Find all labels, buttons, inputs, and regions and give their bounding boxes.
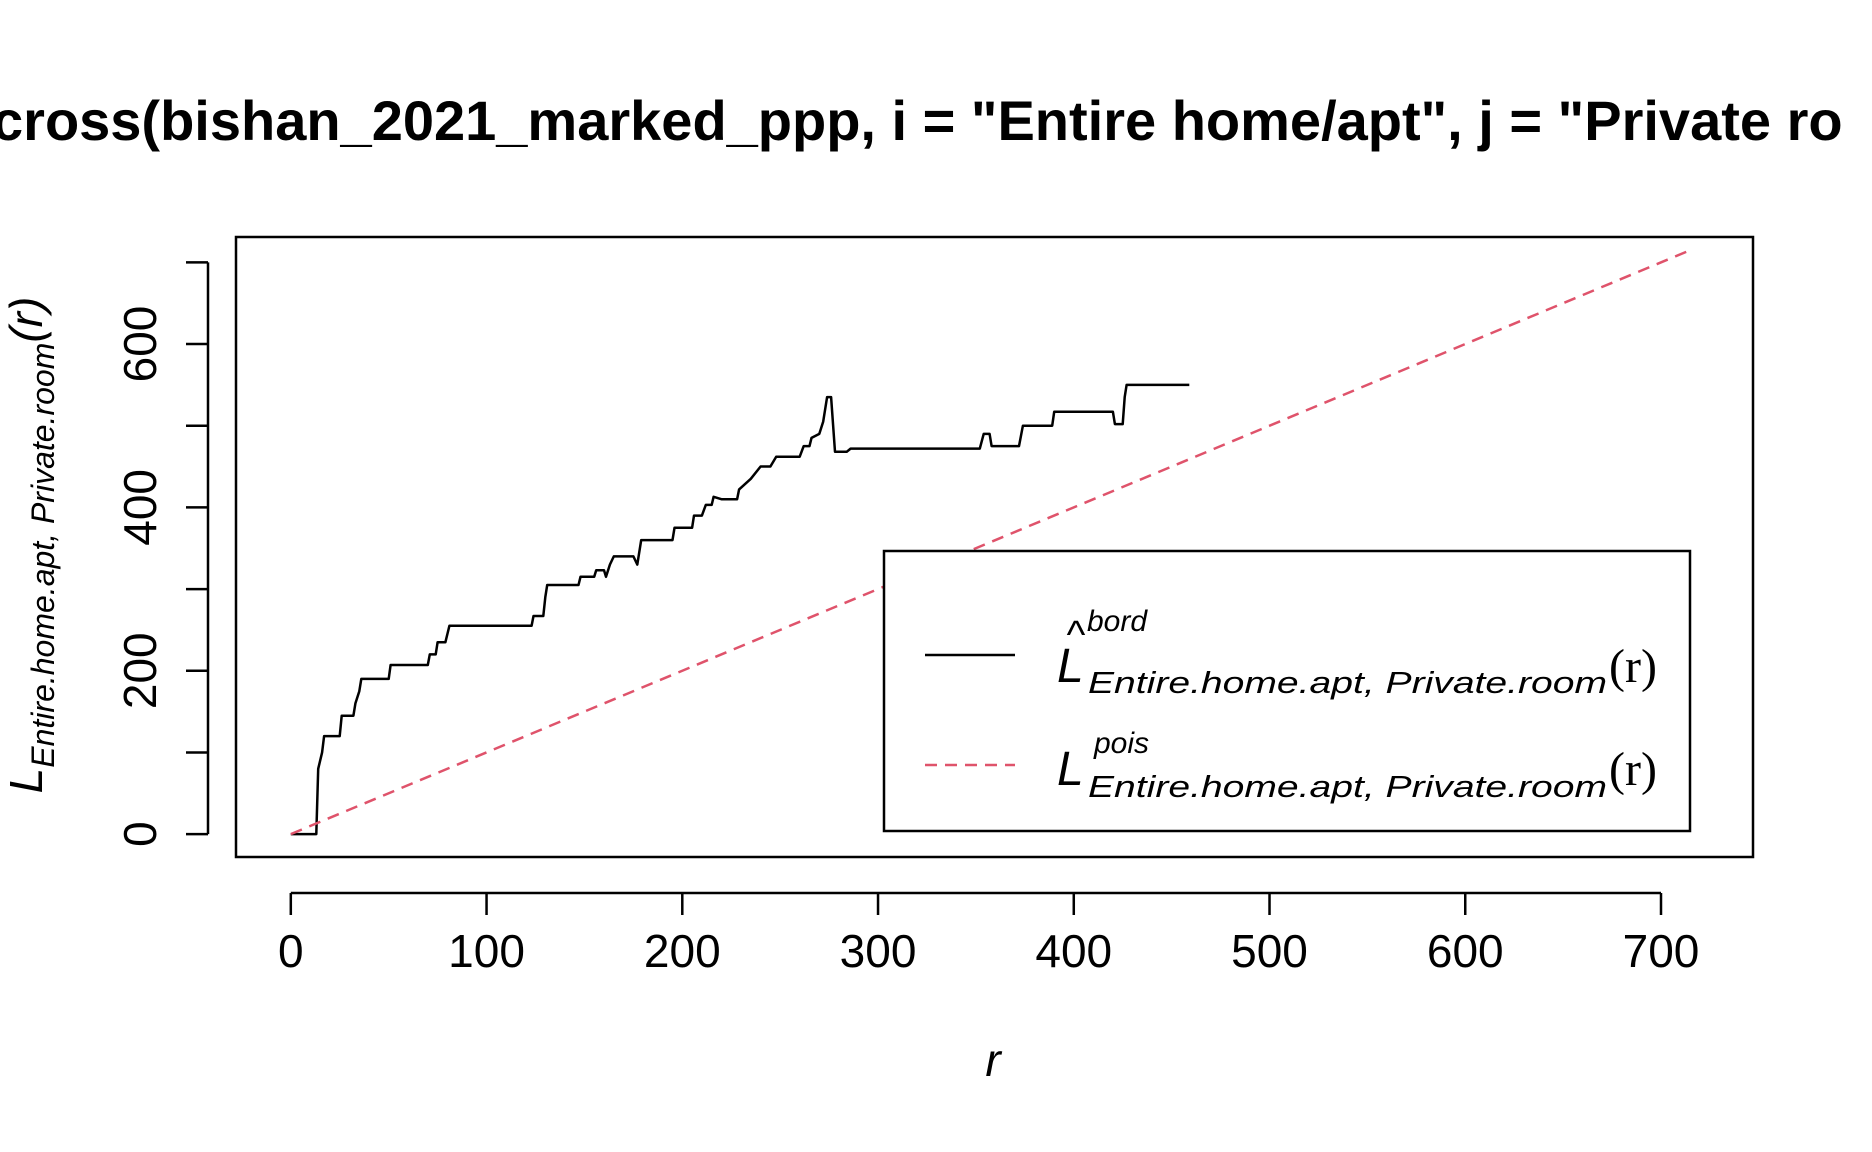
x-tick-label: 700: [1623, 925, 1700, 977]
y-axis-label-sub: Entire.home.apt, Private.room: [25, 343, 61, 768]
y-axis: 0 200 400 600: [114, 261, 210, 847]
y-axis-label-main: L: [0, 768, 52, 794]
x-axis-label: r: [985, 1034, 1002, 1086]
svg-text:LEntire.home.apt, Private.room: LEntire.home.apt, Private.room(r): [0, 297, 61, 794]
y-axis-label: LEntire.home.apt, Private.room(r): [0, 297, 61, 794]
legend-arg-bord: (r): [1609, 640, 1657, 693]
plot-area: [234, 235, 1755, 859]
legend-arg-pois: (r): [1609, 743, 1657, 796]
y-tick-label: 400: [114, 469, 166, 546]
legend-sup-pois: pois: [1093, 727, 1149, 760]
legend-main-bord: L: [1057, 640, 1084, 693]
chart-title: cross(bishan_2021_marked_ppp, i = "Entir…: [0, 89, 1843, 152]
legend-entry-bord: ^ L bord Entire.home.apt, Private.room (…: [1057, 605, 1657, 700]
series-line-pois: [290, 248, 1691, 836]
x-tick-label: 300: [840, 925, 917, 977]
y-tick-label: 200: [114, 632, 166, 709]
legend-entry-pois: L pois Entire.home.apt, Private.room (r): [1057, 727, 1657, 804]
x-tick-label: 0: [278, 925, 304, 977]
x-tick-label: 100: [448, 925, 525, 977]
legend-sup-bord: bord: [1087, 605, 1148, 638]
series-layer: [290, 248, 1691, 836]
x-tick-label: 400: [1035, 925, 1112, 977]
x-tick-label: 200: [644, 925, 721, 977]
legend-box: [882, 549, 1692, 833]
legend-sub-bord: Entire.home.apt, Private.room: [1088, 665, 1607, 700]
legend-main-pois: L: [1057, 743, 1084, 796]
legend-hat-bord: ^: [1066, 613, 1086, 657]
x-tick-label: 500: [1231, 925, 1308, 977]
x-tick-label: 600: [1427, 925, 1504, 977]
y-axis-label-arg: (r): [0, 297, 52, 343]
y-tick-label: 0: [114, 821, 166, 847]
legend-sub-pois: Entire.home.apt, Private.room: [1088, 769, 1607, 804]
y-tick-label: 600: [114, 306, 166, 383]
x-axis: 0 100 200 300 400 500 600 700: [278, 891, 1700, 977]
legend: ^ L bord Entire.home.apt, Private.room (…: [882, 549, 1692, 833]
series-line-bord: [290, 383, 1190, 836]
